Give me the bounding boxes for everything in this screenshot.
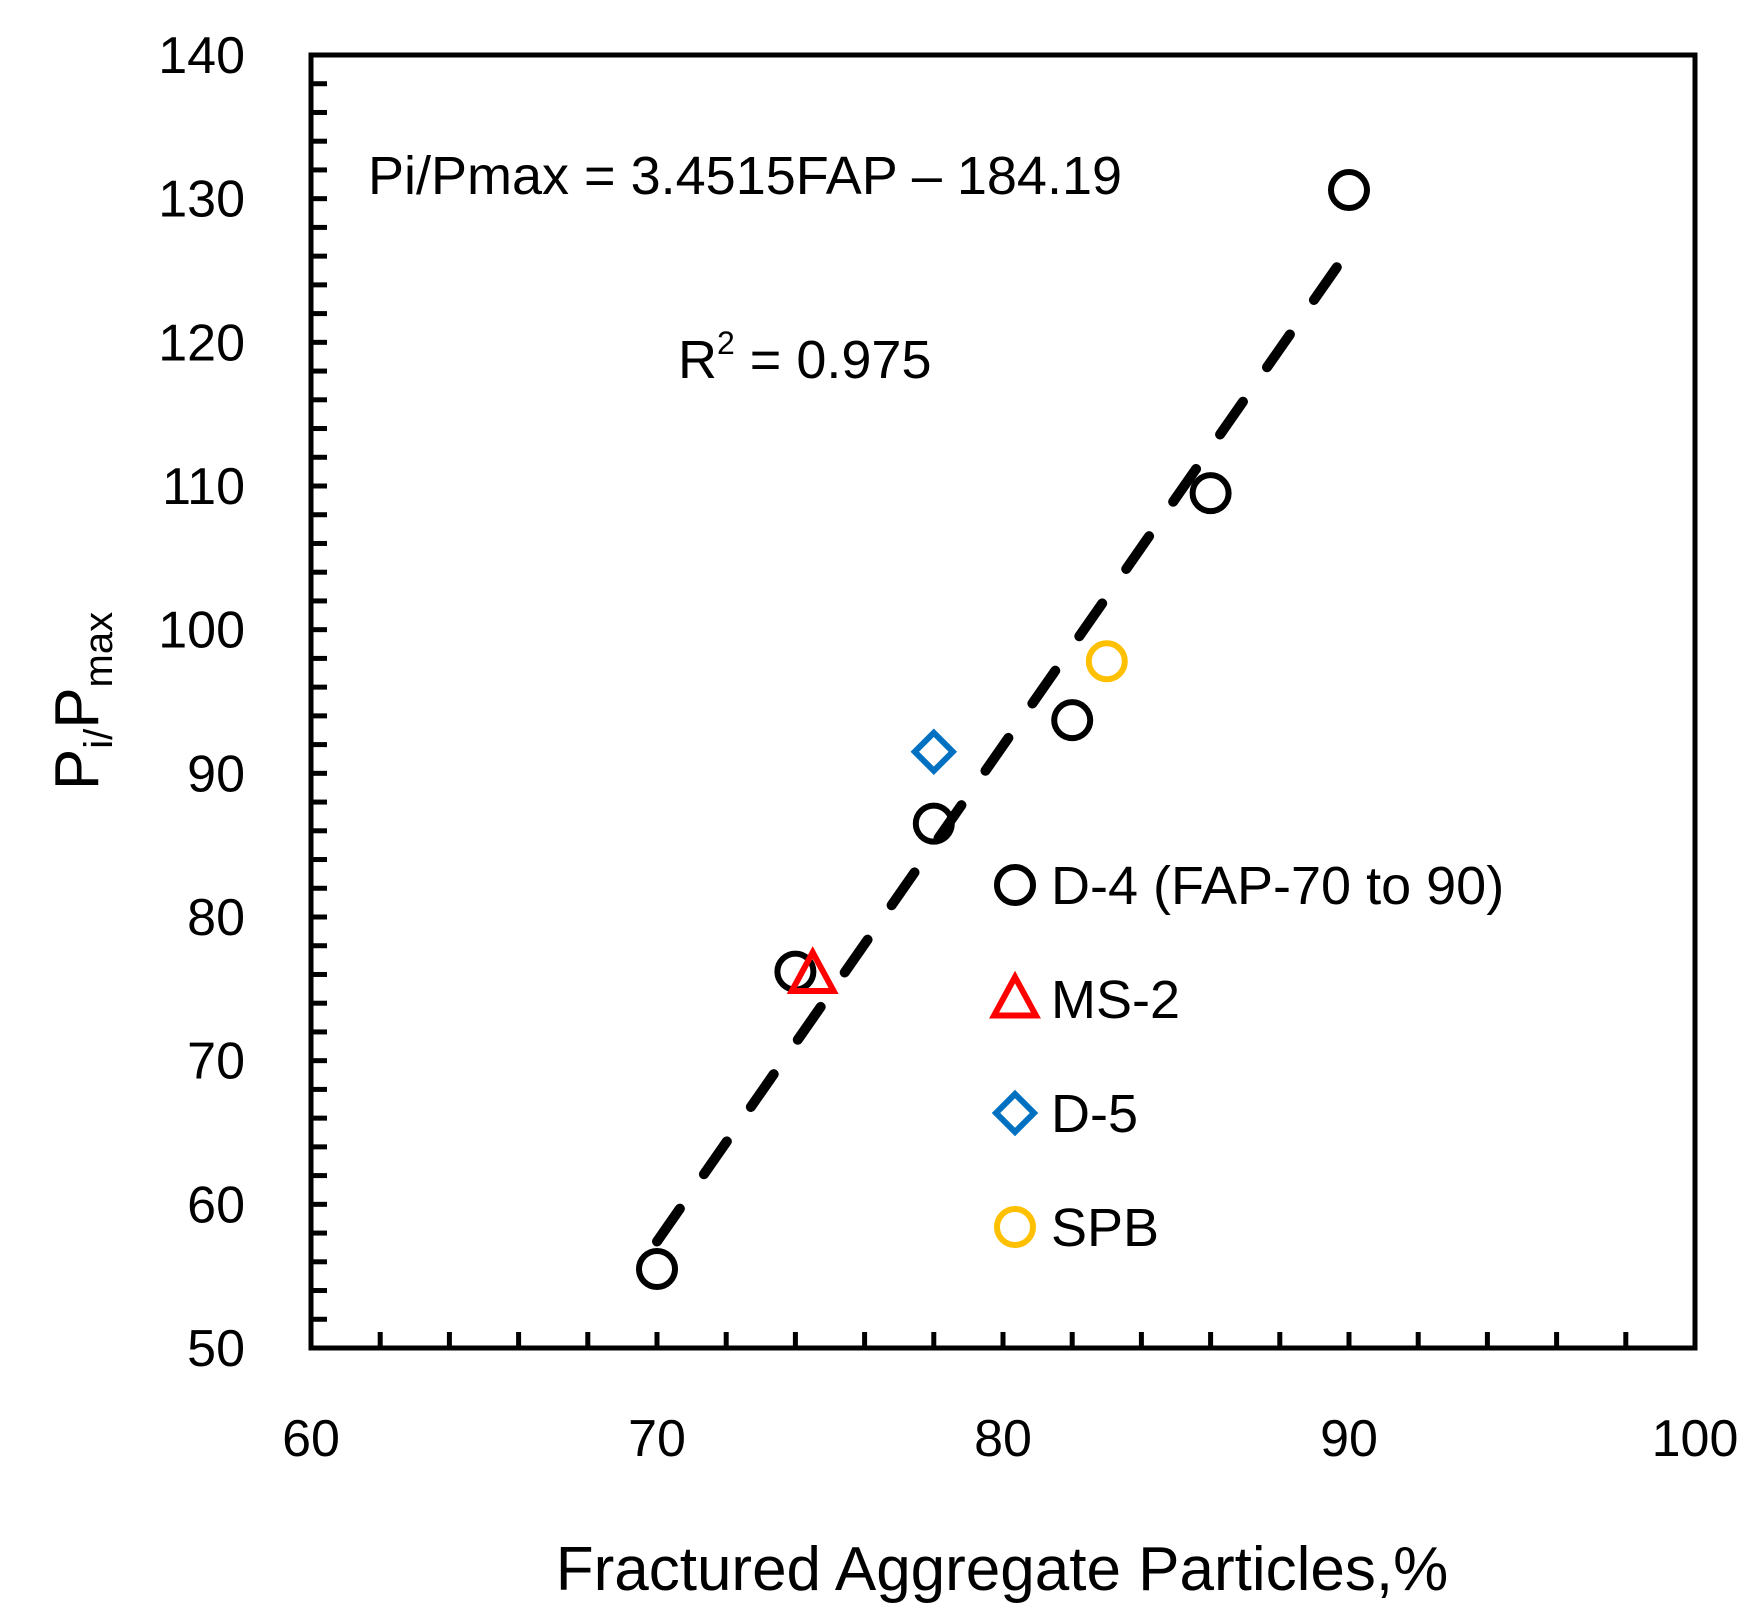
x-tick-label: 80 xyxy=(974,1410,1032,1468)
y-axis-title-p2: P xyxy=(43,687,112,728)
point-d-4-fap-70-to-90 xyxy=(1051,699,1094,742)
y-tick-label: 130 xyxy=(158,171,245,229)
legend-marker-ms-2 xyxy=(989,970,1041,1019)
trendline-equation: Pi/Pmax = 3.4515FAP – 184.19 xyxy=(368,146,1122,206)
legend-label-d-4-fap-70-to-90: D-4 (FAP-70 to 90) xyxy=(1051,856,1504,916)
point-ms-2 xyxy=(786,946,839,994)
point-d-4-fap-70-to-90 xyxy=(636,1247,678,1290)
point-d-4-fap-70-to-90 xyxy=(1189,472,1232,515)
x-tick-label: 90 xyxy=(1320,1410,1378,1468)
y-tick-label: 140 xyxy=(158,27,245,85)
legend-label-d-5: D-5 xyxy=(1051,1084,1138,1144)
legend-label-ms-2: MS-2 xyxy=(1051,970,1180,1030)
point-d-4-fap-70-to-90 xyxy=(1328,169,1370,212)
r-squared-value: = 0.975 xyxy=(735,330,932,390)
legend-marker-d-5 xyxy=(991,1089,1039,1137)
y-tick-label: 50 xyxy=(187,1320,245,1378)
legend-marker-d-4-fap-70-to-90 xyxy=(994,864,1036,906)
trendline xyxy=(652,244,1354,1247)
point-d-5 xyxy=(910,728,958,776)
plot-area-frame xyxy=(308,52,1698,1351)
r-squared-superscript: 2 xyxy=(717,325,735,361)
x-tick-label: 70 xyxy=(628,1410,686,1468)
legend: D-4 (FAP-70 to 90) MS-2 D-5 SPB xyxy=(989,856,1504,1258)
point-spb xyxy=(1085,640,1128,683)
tick-labels-layer: 60 70 80 90 100 50 60 70 80 90 100 110 120 130 140 xyxy=(158,27,1738,1468)
trendline-layer xyxy=(652,244,1354,1247)
x-tick-label: 100 xyxy=(1652,1410,1739,1468)
points-layer xyxy=(636,169,1370,1290)
y-tick-label: 70 xyxy=(187,1033,245,1091)
y-tick-label: 100 xyxy=(158,602,245,660)
y-tick-label: 90 xyxy=(187,745,245,803)
legend-marker-spb xyxy=(994,1206,1036,1248)
y-axis-title: Pi/Pmax xyxy=(43,612,121,790)
y-tick-label: 80 xyxy=(187,889,245,947)
r-squared-prefix: R xyxy=(678,330,717,390)
y-axis-title-p: P xyxy=(43,749,112,790)
x-tick-label: 60 xyxy=(282,1410,340,1468)
y-tick-label: 120 xyxy=(158,314,245,372)
point-d-4-fap-70-to-90 xyxy=(912,802,955,845)
r-squared-annotation: R2 = 0.975 xyxy=(678,325,931,390)
legend-label-spb: SPB xyxy=(1051,1198,1159,1258)
y-axis-title-sub-i: i/ xyxy=(77,728,121,749)
ticks-layer xyxy=(308,52,1698,1351)
y-axis-title-sub-max: max xyxy=(77,612,121,688)
x-axis-title: Fractured Aggregate Particles,% xyxy=(556,1535,1449,1604)
y-tick-label: 60 xyxy=(187,1176,245,1234)
y-tick-label: 110 xyxy=(162,458,245,516)
